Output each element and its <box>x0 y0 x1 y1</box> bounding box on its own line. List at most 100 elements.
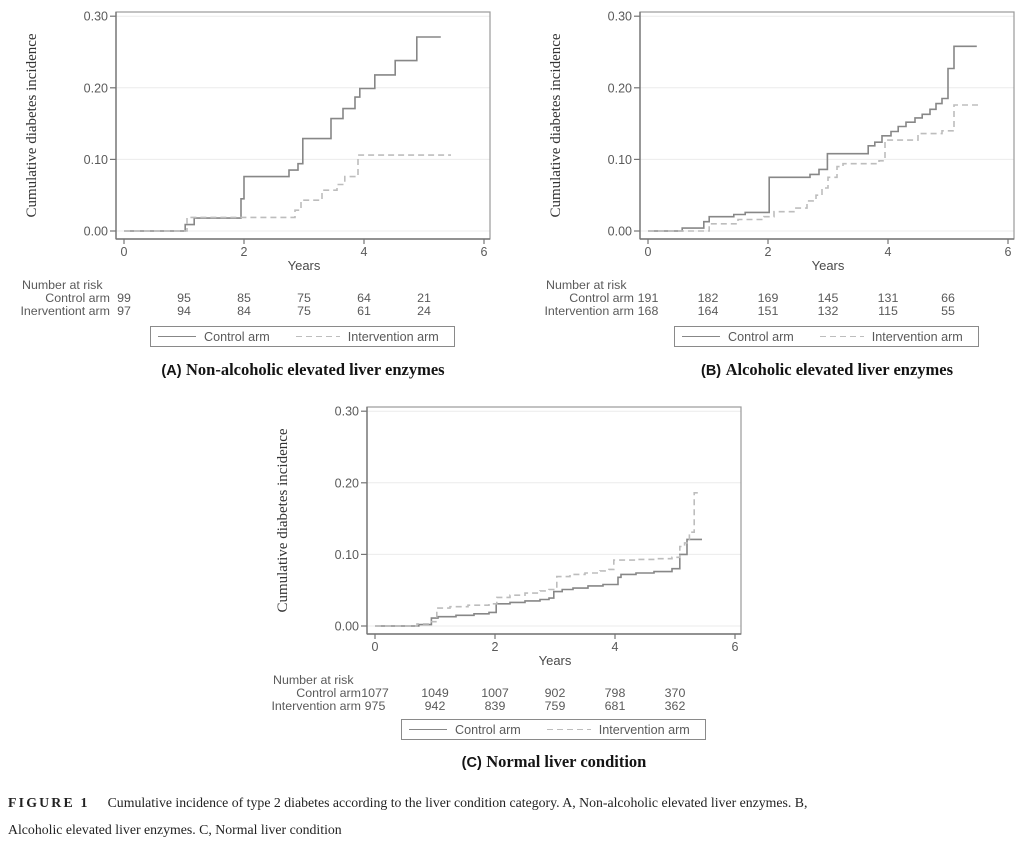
km-plot-normal-liver: 0.00 0.10 0.20 0.30 0 2 4 6 Years Cumulative diab… <box>275 405 742 668</box>
risk-count: 21 <box>417 291 431 305</box>
risk-count: 1007 <box>481 686 509 700</box>
intervention-arm-curve <box>648 104 978 232</box>
legend-label: Intervention arm <box>871 329 963 344</box>
number-at-risk-table: Number at risk Control arm 191 182 169 145 131… <box>544 277 1024 323</box>
panel-caption: (A) Non-alcoholic elevated liver enzymes <box>57 360 549 380</box>
risk-count: 99 <box>117 291 131 305</box>
risk-count: 145 <box>817 291 839 305</box>
figure-caption: FIGURE 1 Cumulative incidence of type 2 d… <box>8 789 1020 842</box>
y-axis-title: Cumulative diabetes incidence <box>548 33 564 217</box>
plot-frame <box>366 406 742 635</box>
y-tick-label: 0.10 <box>335 548 359 562</box>
risk-row-label: Control arm <box>296 686 361 700</box>
risk-count: 24 <box>417 303 431 318</box>
risk-count: 191 <box>637 291 659 305</box>
x-tick-label: 6 <box>732 640 739 654</box>
risk-count: 1049 <box>421 686 449 700</box>
panel-caption: (B) Alcoholic elevated liver enzymes <box>581 360 1024 380</box>
y-tick-label: 0.00 <box>84 225 108 239</box>
y-tick-label: 0.20 <box>84 81 108 95</box>
dashed-line-sample <box>295 335 340 338</box>
y-tick-label: 0.10 <box>84 153 108 167</box>
legend-label: Control arm <box>455 722 521 737</box>
legend-label: Intervention arm <box>598 722 690 737</box>
risk-count: 182 <box>697 291 719 305</box>
solid-line-sample <box>158 336 196 337</box>
risk-count: 151 <box>757 303 779 318</box>
risk-count: 64 <box>357 291 371 305</box>
x-tick-label: 0 <box>372 640 379 654</box>
km-plot-alcoholic: 0.00 0.10 0.20 0.30 0 2 4 6 Years Cumulative diab… <box>548 10 1015 273</box>
risk-row-label: Intervention arm <box>544 303 634 318</box>
y-axis-title: Cumulative diabetes incidence <box>275 428 291 612</box>
control-arm-curve <box>124 36 441 232</box>
risk-count: 902 <box>544 686 566 700</box>
panel-non-alcoholic: 0.00 0.10 0.20 0.30 0 2 4 6 Years Cumulative diab… <box>20 0 512 390</box>
risk-count: 94 <box>177 303 191 318</box>
risk-row-label: Intervention arm <box>271 698 361 713</box>
risk-count: 132 <box>817 303 839 318</box>
risk-count: 61 <box>357 303 371 318</box>
panel-letter: (C) <box>461 755 482 771</box>
number-at-risk-table: Number at risk Control arm 99 95 85 75 64 21 Ine… <box>20 277 512 323</box>
x-tick-label: 6 <box>1005 245 1012 259</box>
risk-count: 164 <box>697 303 719 318</box>
risk-count: 55 <box>941 303 955 318</box>
y-tick-label: 0.30 <box>84 10 108 24</box>
risk-count: 1077 <box>361 686 389 700</box>
x-tick-label: 0 <box>121 245 128 259</box>
plot-frame <box>115 11 491 240</box>
figure-caption-line2: Alcoholic elevated liver enzymes. C, Nor… <box>8 822 342 837</box>
panel-letter: (A) <box>161 363 182 379</box>
x-axis-title: Years <box>539 653 572 668</box>
y-tick-label: 0.30 <box>608 10 632 24</box>
legend-box: Control arm Intervention arm <box>150 326 455 347</box>
risk-count: 798 <box>604 686 626 700</box>
risk-count: 131 <box>877 291 899 305</box>
risk-count: 942 <box>424 698 446 713</box>
y-tick-label: 0.20 <box>335 476 359 490</box>
risk-count: 681 <box>604 698 626 713</box>
x-tick-label: 4 <box>361 245 368 259</box>
y-tick-label: 0.00 <box>608 225 632 239</box>
figure-caption-text1: Cumulative incidence of type 2 diabetes … <box>107 795 808 810</box>
risk-count: 839 <box>484 698 506 713</box>
control-arm-curve <box>648 45 977 232</box>
intervention-arm-curve <box>124 154 451 232</box>
x-tick-label: 2 <box>492 640 499 654</box>
x-tick-label: 4 <box>612 640 619 654</box>
y-axis-title: Cumulative diabetes incidence <box>24 33 40 217</box>
panel-title: Non-alcoholic elevated liver enzymes <box>185 360 445 379</box>
risk-count: 759 <box>544 698 566 713</box>
risk-count: 75 <box>297 303 311 318</box>
x-tick-label: 2 <box>241 245 248 259</box>
solid-line-sample <box>682 336 720 337</box>
risk-count: 66 <box>941 291 955 305</box>
risk-row-label: Control arm <box>45 291 110 305</box>
panel-title: Alcoholic elevated liver enzymes <box>725 360 954 379</box>
number-at-risk-header: Number at risk <box>273 673 354 687</box>
dashed-line-sample <box>819 335 864 338</box>
x-axis-title: Years <box>812 258 845 273</box>
y-tick-label: 0.20 <box>608 81 632 95</box>
risk-count: 97 <box>117 303 131 318</box>
figure-number: FIGURE 1 <box>8 795 90 810</box>
x-tick-label: 0 <box>645 245 652 259</box>
x-tick-label: 6 <box>481 245 488 259</box>
risk-row-label: Control arm <box>569 291 634 305</box>
risk-count: 115 <box>878 303 898 318</box>
number-at-risk-header: Number at risk <box>22 278 103 292</box>
legend-box: Control arm Intervention arm <box>401 719 706 740</box>
risk-count: 362 <box>664 698 686 713</box>
panel-title: Normal liver condition <box>486 752 647 771</box>
legend-label: Intervention arm <box>347 329 439 344</box>
legend-box: Control arm Intervention arm <box>674 326 979 347</box>
intervention-arm-curve <box>375 492 701 627</box>
x-tick-label: 4 <box>885 245 892 259</box>
panel-letter: (B) <box>700 363 722 379</box>
x-axis-title: Years <box>288 258 321 273</box>
risk-count: 168 <box>637 303 659 318</box>
legend-label: Control arm <box>728 329 794 344</box>
solid-line-sample <box>409 729 447 730</box>
y-tick-label: 0.30 <box>335 405 359 419</box>
